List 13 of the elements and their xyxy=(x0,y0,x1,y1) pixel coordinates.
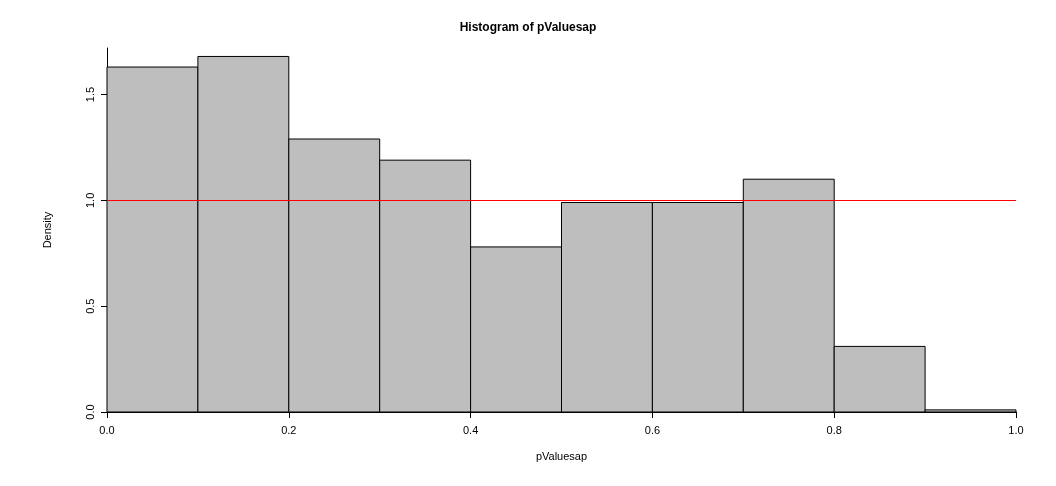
x-tick-label: 0.0 xyxy=(99,423,115,436)
x-tick-label: 1.0 xyxy=(1008,423,1024,436)
x-tick-label: 0.6 xyxy=(644,423,661,436)
y-axis-title: Density xyxy=(40,211,53,249)
y-tick-label: 1.0 xyxy=(83,192,96,209)
x-tick-label: 0.2 xyxy=(281,423,297,436)
y-tick-label: 1.5 xyxy=(83,86,96,103)
y-tick-label: 0.5 xyxy=(83,298,96,314)
x-tick-label: 0.4 xyxy=(462,423,479,436)
x-axis-title: pValuesap xyxy=(535,449,588,462)
y-tick-label: 0.0 xyxy=(83,404,96,420)
chart-title: Histogram of pValuesap xyxy=(459,20,597,34)
x-tick-label: 0.8 xyxy=(826,423,842,436)
